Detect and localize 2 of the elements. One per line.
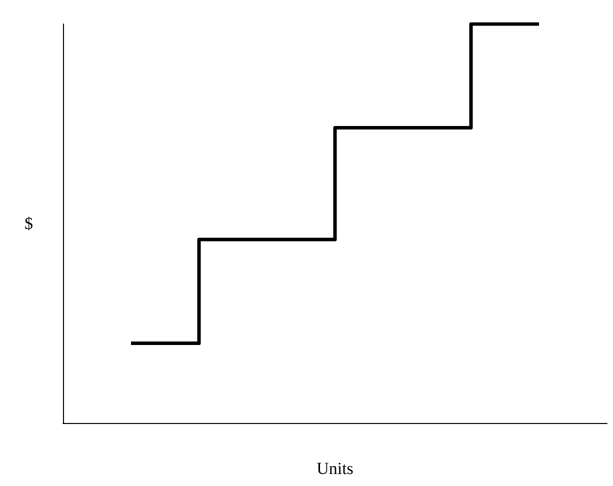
y-axis-title: $ — [24, 214, 33, 233]
x-axis-title: Units — [316, 459, 354, 478]
